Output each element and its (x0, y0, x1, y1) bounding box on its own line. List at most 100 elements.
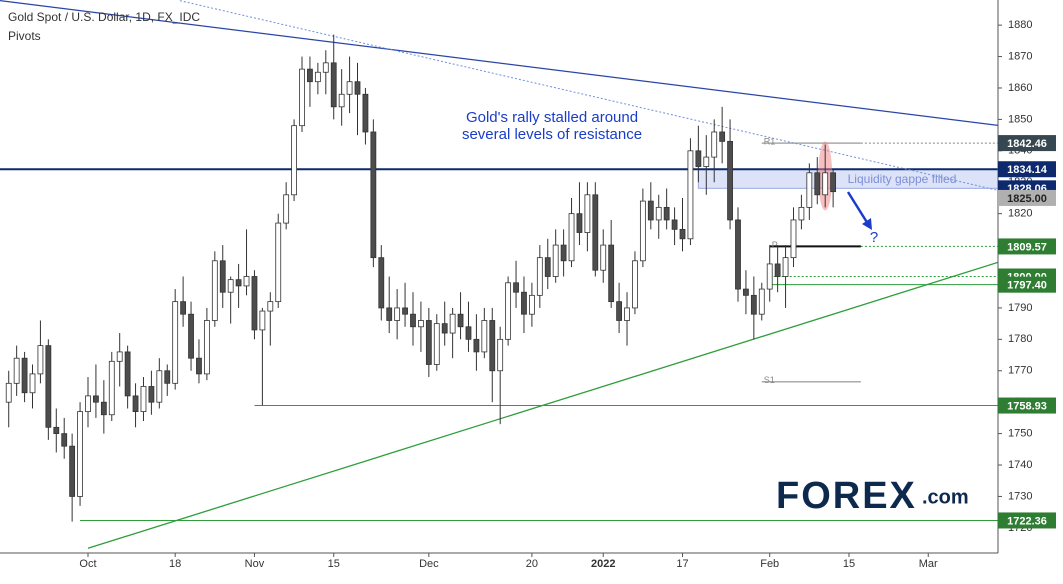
candle-body (251, 276, 258, 331)
candle-body (473, 338, 480, 353)
candle-body (505, 282, 512, 340)
candle-body (29, 373, 36, 394)
candle-body (21, 357, 28, 394)
y-tick-label: 1780 (1008, 333, 1032, 345)
y-tick-label: 1750 (1008, 428, 1032, 440)
candle-body (544, 257, 551, 277)
candle-body (219, 260, 226, 293)
candle-body (624, 307, 630, 321)
candle-body (124, 351, 131, 397)
candle-body (378, 257, 385, 309)
candle-body (180, 301, 187, 315)
candle-body (45, 345, 52, 428)
candle-body (410, 313, 416, 328)
candle-body (727, 140, 733, 221)
candle-body (703, 156, 710, 167)
candle-body (632, 260, 638, 309)
y-tick-label: 1820 (1008, 208, 1032, 220)
plot-layer: R1 P S1 (0, 0, 998, 549)
y-tick-label: 1860 (1008, 82, 1032, 94)
candle-body (196, 357, 202, 375)
candle-body (100, 401, 107, 416)
candle-body (489, 320, 496, 372)
annotation: Gold's rally stalled around (466, 109, 638, 126)
candle-body (243, 276, 250, 287)
x-tick-label: 15 (843, 558, 855, 570)
candle-body (750, 294, 757, 315)
candle-body (711, 131, 718, 158)
candle-body (148, 386, 155, 403)
candle-body (560, 244, 567, 262)
candle-body (370, 131, 377, 259)
candle-body (418, 320, 424, 328)
candle-body (481, 320, 488, 353)
candle-body (695, 150, 702, 167)
candle-body (441, 323, 448, 334)
candle-body (576, 213, 583, 233)
candle-body (322, 62, 329, 73)
price-label: 1825.00 (1007, 193, 1047, 205)
x-tick-label: 17 (676, 558, 688, 570)
arrow-head (862, 218, 872, 230)
candle-body (584, 194, 591, 233)
candle-body (449, 313, 456, 334)
price-label: 1809.57 (1007, 241, 1047, 253)
candle-body (299, 68, 305, 127)
candle-body (211, 260, 218, 321)
price-label: 1797.40 (1007, 280, 1047, 292)
x-tick-label: Nov (245, 558, 265, 570)
price-label-box (998, 135, 1056, 152)
y-tick-label: 1870 (1008, 50, 1032, 62)
trendline (87, 261, 998, 549)
candle-body (521, 291, 527, 315)
candle-body (655, 206, 662, 221)
candle-body (758, 288, 765, 315)
candle-body (743, 288, 749, 296)
candle-body (719, 131, 726, 142)
price-label-box (998, 397, 1056, 414)
candle-body (203, 320, 210, 375)
x-tick-label: 2022 (591, 558, 615, 570)
candle-body (164, 370, 171, 384)
x-tick-label: Feb (760, 558, 779, 570)
y-tick-label: 1850 (1008, 113, 1032, 125)
candle-body (600, 244, 607, 271)
logo-brand: FOREX (776, 475, 917, 517)
candle-body (116, 351, 123, 362)
candle-body (37, 345, 44, 375)
y-tick-label: 1770 (1008, 365, 1032, 377)
logo-suffix: .com (922, 486, 969, 508)
chart-title: Gold Spot / U.S. Dollar, 1D, FX_IDC (8, 10, 200, 24)
price-label: 1842.46 (1007, 138, 1047, 150)
candle-body (140, 386, 147, 413)
candle-body (647, 200, 654, 221)
price-label-box (998, 512, 1056, 529)
candle-body (5, 382, 12, 403)
candle-body (830, 172, 837, 193)
candle-body (386, 307, 393, 321)
candle-body (679, 228, 686, 240)
pivot-label: R1 (764, 136, 776, 146)
pivot-label: P (772, 240, 778, 250)
candle-body (782, 257, 789, 277)
x-tick-label: 18 (169, 558, 181, 570)
candle-body (433, 323, 440, 365)
candle-body (394, 307, 401, 321)
candle-body (457, 313, 464, 328)
plot-area: R1 P S1 (0, 0, 998, 549)
candle-body (227, 279, 234, 293)
candle-body (172, 301, 179, 384)
price-label: 1722.36 (1007, 515, 1047, 527)
x-tick-label: Dec (419, 558, 439, 570)
candle-body (53, 426, 60, 435)
price-label: 1834.14 (1007, 164, 1048, 176)
candle-body (528, 294, 535, 315)
candle-body (790, 219, 797, 259)
candle-body (616, 301, 622, 321)
candle-body (283, 194, 290, 224)
candle-body (536, 257, 543, 296)
candle-body (513, 282, 519, 293)
candle-body (235, 279, 242, 287)
candle-body (671, 219, 678, 230)
candle-body (132, 395, 139, 413)
